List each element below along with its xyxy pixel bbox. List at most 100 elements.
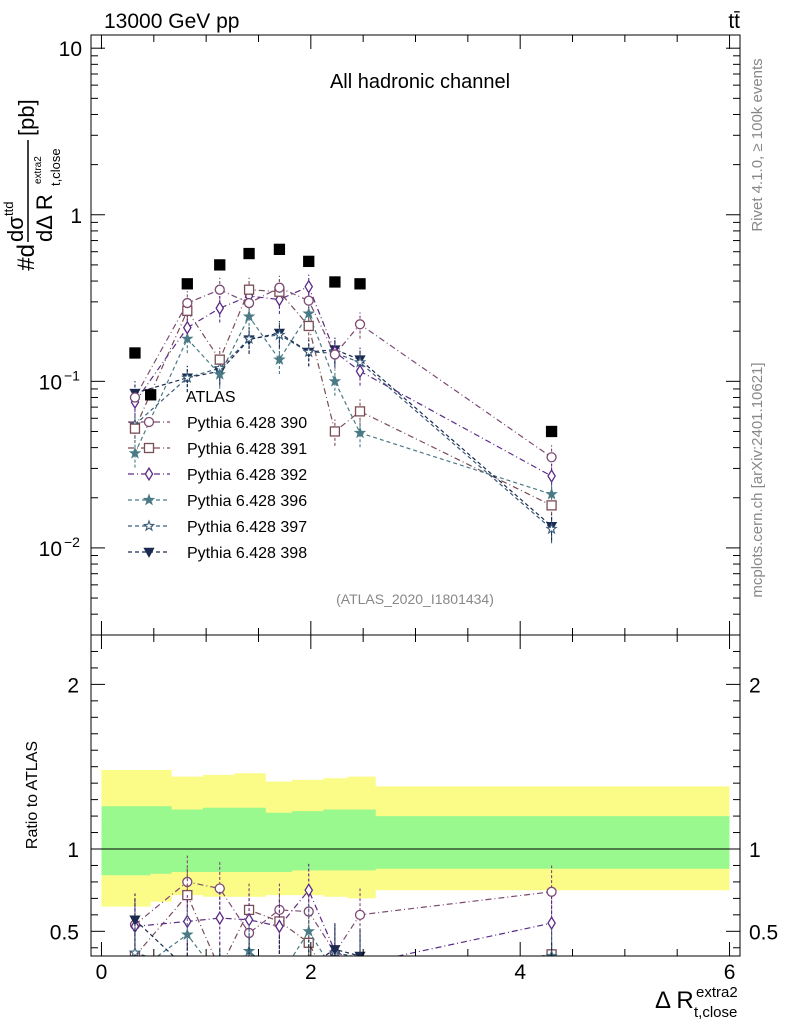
data-point — [129, 392, 141, 403]
ratio-point — [183, 964, 192, 973]
ratio-point — [356, 981, 365, 990]
ratio-ticks: 0.5 0.5 1 1 2 2 0 2 4 6 — [50, 635, 778, 984]
data-point — [354, 319, 366, 330]
data-point — [329, 276, 341, 288]
ratio-y-tick-label: 0.5 — [50, 921, 79, 944]
data-point — [303, 295, 314, 306]
y-tick-label: 1 — [70, 205, 82, 228]
data-point — [182, 320, 192, 335]
x-tick-label: 6 — [724, 961, 736, 984]
data-point — [302, 345, 315, 358]
data-point — [354, 406, 366, 417]
ylabel-numerator: dσ — [3, 216, 28, 242]
data-point — [214, 259, 226, 271]
ratio-point — [279, 955, 280, 956]
ratio-series-line — [134, 881, 552, 954]
ratio-series-line — [134, 919, 369, 956]
data-point — [353, 426, 367, 439]
ratio-point — [128, 946, 142, 956]
data-point — [547, 468, 556, 484]
legend-entry: Pythia 6.428 396 — [187, 493, 307, 510]
ratio-point — [547, 966, 556, 974]
ratio-point — [356, 958, 363, 970]
ratio-point — [182, 914, 192, 929]
data-point — [243, 284, 255, 295]
ratio-point — [215, 911, 225, 926]
y-tick-label-exp: −1 — [64, 367, 80, 383]
x-axis-label: Δ R extra2 t,close — [655, 984, 738, 1021]
ratio-point — [215, 972, 224, 981]
main-frame — [90, 34, 741, 636]
data-point — [354, 278, 366, 290]
ratio-y-tick-label: 1 — [67, 839, 79, 862]
data-point — [145, 389, 157, 401]
data-point — [214, 354, 225, 365]
data-point — [129, 347, 141, 359]
y-axis-label: #d dσ ttd dΔ R t,close extra2 [pb] — [1, 99, 63, 270]
ratio-series — [128, 855, 558, 990]
legend-entry: Pythia 6.428 397 — [187, 519, 307, 536]
ratio-point — [275, 919, 284, 934]
xlabel-sub: t,close — [694, 1004, 737, 1021]
y-tick-label: 10 — [39, 371, 62, 394]
x-tick-label: 4 — [514, 961, 526, 984]
ylabel-denominator-sub: t,close — [48, 148, 63, 186]
ratio-series-line — [134, 889, 552, 956]
main-series — [128, 243, 558, 544]
ratio-series-line — [156, 930, 552, 956]
ratio-point — [215, 972, 224, 980]
ratio-y-label: Ratio to ATLAS — [24, 741, 41, 849]
data-point — [274, 282, 285, 293]
ratio-point — [183, 966, 192, 974]
legend-marker — [143, 442, 155, 454]
xlabel-sup: extra2 — [696, 984, 738, 1001]
data-point — [242, 332, 256, 345]
data-point — [242, 309, 256, 322]
ratio-point — [546, 886, 557, 897]
analysis-label: (ATLAS_2020_I1801434) — [336, 591, 494, 607]
uncertainty-band — [101, 806, 730, 876]
data-point — [128, 446, 142, 459]
ratio-point — [330, 968, 339, 977]
data-point — [329, 426, 341, 437]
data-point — [181, 332, 194, 345]
data-point — [303, 255, 315, 268]
ratio-point — [215, 965, 224, 974]
ratio-point — [354, 909, 366, 920]
ratio-y-tick-label: 2 — [67, 674, 79, 697]
data-point — [545, 522, 558, 535]
legend-entry: Pythia 6.428 392 — [187, 467, 307, 484]
data-point — [545, 487, 558, 500]
ratio-point — [547, 966, 556, 975]
data-point — [302, 307, 315, 319]
ratio-point — [181, 928, 194, 940]
data-point — [215, 301, 225, 316]
ratio-point — [354, 951, 366, 956]
ratio-series-line — [134, 893, 552, 956]
data-point — [303, 320, 314, 332]
y-tick-label-exp: −2 — [64, 534, 80, 550]
chart-title: All hadronic channel — [330, 71, 510, 93]
data-point — [181, 371, 194, 384]
series-line — [134, 289, 552, 506]
ratio-point — [245, 961, 254, 969]
ratio-y-tick-label-right: 2 — [749, 674, 761, 697]
data-point — [129, 423, 141, 434]
header-process: tt̄ — [728, 10, 740, 33]
data-point — [546, 500, 557, 511]
legend-marker — [143, 547, 155, 558]
ratio-point — [129, 915, 141, 926]
legend-entry: ATLAS — [186, 389, 236, 406]
ylabel-unit: [pb] — [14, 99, 39, 136]
series-line — [134, 312, 552, 495]
legend-entry: Pythia 6.428 391 — [187, 441, 307, 458]
data-point — [243, 247, 255, 260]
data-point — [328, 374, 342, 387]
ylabel-denominator-sup: extra2 — [33, 156, 44, 184]
ratio-point — [275, 972, 284, 981]
data-point — [214, 284, 225, 295]
ratio-point — [302, 924, 315, 937]
ylabel-numerator-sup: ttd — [1, 202, 16, 216]
